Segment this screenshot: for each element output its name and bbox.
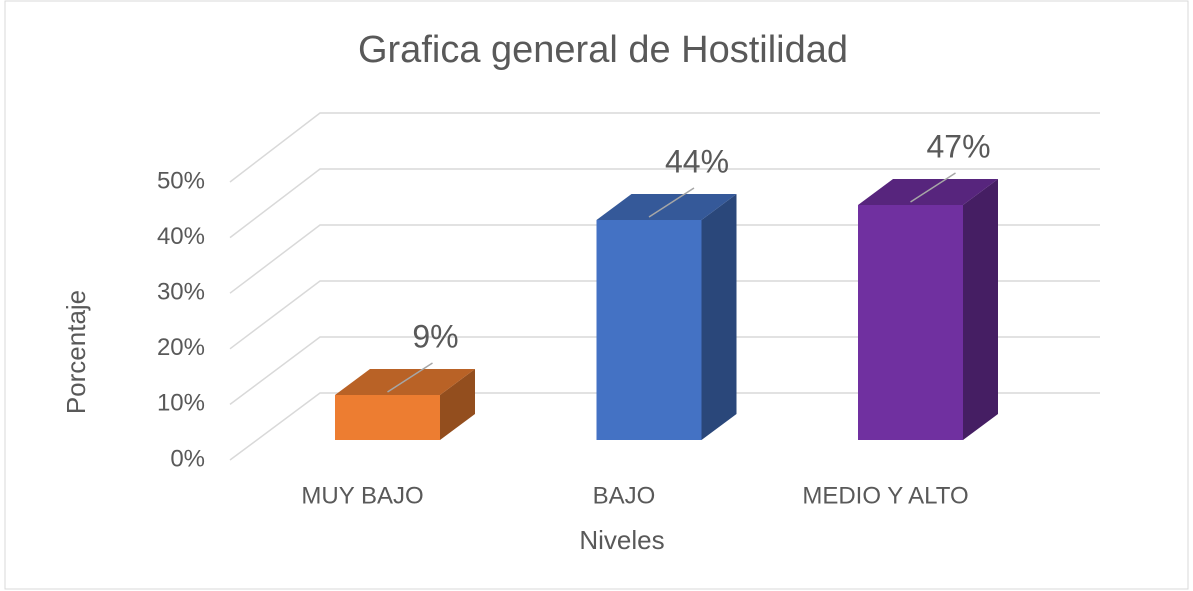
- y-tick-label: 40%: [157, 223, 205, 250]
- grid-line: [229, 112, 1100, 183]
- data-label: 44%: [665, 143, 729, 179]
- grid-line: [229, 224, 1100, 294]
- data-label: 9%: [412, 318, 458, 354]
- bar-side: [701, 194, 737, 440]
- x-tick-label: MEDIO Y ALTO: [802, 482, 968, 509]
- data-label: 47%: [926, 128, 990, 164]
- bar-top: [858, 179, 998, 205]
- bar-front: [858, 205, 963, 440]
- bar: [858, 179, 998, 440]
- x-tick-label: MUY BAJO: [301, 482, 423, 509]
- leader-line: [387, 362, 433, 393]
- leader-line: [910, 172, 956, 203]
- bar: [335, 369, 475, 440]
- bar-side: [440, 369, 475, 440]
- bar-top: [335, 369, 475, 395]
- bar-front: [335, 395, 440, 440]
- y-tick-label: 50%: [157, 167, 205, 194]
- y-tick-label: 30%: [157, 279, 205, 306]
- bar-front: [596, 220, 702, 440]
- bar-top: [596, 194, 737, 220]
- bar-side: [963, 179, 998, 440]
- leader-line: [648, 187, 695, 218]
- grid-line: [229, 280, 1100, 350]
- grid-line: [229, 336, 1100, 406]
- x-axis-title: Niveles: [579, 525, 664, 555]
- y-tick-label: 0%: [170, 445, 205, 472]
- chart-title: Grafica general de Hostilidad: [358, 29, 848, 71]
- y-axis-title: Porcentaje: [61, 290, 91, 414]
- y-tick-label: 20%: [157, 334, 205, 361]
- x-tick-label: BAJO: [593, 482, 656, 509]
- bar: [596, 194, 737, 440]
- grid-line: [229, 168, 1100, 239]
- y-tick-label: 10%: [157, 390, 205, 417]
- grid-line: [229, 392, 1100, 461]
